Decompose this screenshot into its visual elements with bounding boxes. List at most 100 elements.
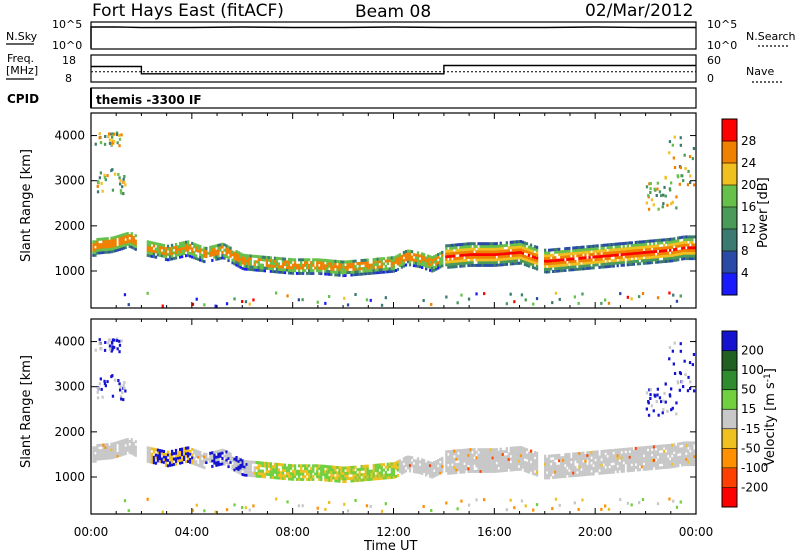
power-cell bbox=[96, 238, 99, 241]
velocity-cell bbox=[120, 453, 123, 457]
power-cell bbox=[529, 249, 533, 252]
velocity-cell bbox=[98, 342, 101, 346]
velocity-cell bbox=[447, 455, 450, 459]
velocity-cell bbox=[652, 453, 656, 457]
power-cell bbox=[665, 249, 668, 252]
power-cell bbox=[429, 268, 432, 272]
velocity-cell bbox=[483, 448, 486, 452]
power-cell bbox=[681, 235, 684, 239]
power-cell bbox=[108, 242, 111, 246]
velocity-cell bbox=[669, 465, 672, 469]
power-cell bbox=[281, 268, 285, 272]
power-cell bbox=[513, 259, 516, 263]
velocity-cell bbox=[594, 464, 597, 468]
power-cell bbox=[106, 237, 109, 241]
power-cell bbox=[205, 246, 208, 250]
power-cell bbox=[152, 244, 156, 248]
velocity-cell bbox=[683, 449, 686, 453]
velocity-cell bbox=[104, 448, 107, 452]
velocity-cell bbox=[455, 463, 458, 466]
power-cell bbox=[127, 303, 130, 307]
velocity-cell bbox=[574, 471, 577, 475]
power-cell bbox=[647, 194, 650, 197]
power-cell bbox=[114, 241, 117, 245]
velocity-cell bbox=[295, 472, 299, 476]
velocity-cell bbox=[642, 457, 646, 460]
power-cell bbox=[233, 254, 236, 258]
velocity-cell bbox=[525, 448, 529, 452]
power-cell bbox=[568, 257, 571, 261]
power-cell bbox=[404, 258, 408, 262]
velocity-cell bbox=[130, 451, 133, 455]
power-cell bbox=[634, 243, 637, 247]
velocity-cell bbox=[123, 499, 127, 503]
velocity-cell bbox=[437, 472, 440, 476]
velocity-cell bbox=[568, 466, 571, 470]
velocity-cell bbox=[499, 447, 502, 451]
velocity-cell bbox=[406, 460, 410, 464]
velocity-cell bbox=[548, 454, 551, 458]
power-cell bbox=[287, 257, 291, 261]
velocity-cell bbox=[525, 461, 529, 465]
colorbar-tick-label: 20 bbox=[741, 178, 756, 192]
velocity-cell bbox=[503, 455, 506, 459]
power-cell bbox=[477, 263, 480, 267]
power-cell bbox=[503, 263, 506, 266]
power-cell bbox=[548, 248, 551, 252]
velocity-cell bbox=[554, 475, 557, 479]
power-cell bbox=[134, 247, 137, 251]
power-cell bbox=[293, 266, 297, 270]
power-cell bbox=[293, 269, 297, 273]
power-cell bbox=[211, 248, 214, 251]
power-cell bbox=[628, 252, 631, 256]
power-cell bbox=[209, 248, 212, 252]
velocity-cell bbox=[390, 462, 393, 466]
power-cell bbox=[687, 235, 690, 239]
power-cell bbox=[475, 250, 478, 254]
power-cell bbox=[523, 260, 527, 264]
velocity-cell bbox=[104, 341, 107, 344]
freq-tick-right-top: 60 bbox=[707, 54, 721, 67]
power-cell bbox=[646, 250, 650, 254]
velocity-cell bbox=[293, 464, 297, 468]
velocity-cell bbox=[400, 471, 404, 475]
time-tick-label: 20:00 bbox=[578, 525, 613, 539]
velocity-cell bbox=[578, 470, 581, 474]
velocity-cell bbox=[648, 448, 652, 452]
power-cell bbox=[467, 261, 470, 265]
velocity-cell bbox=[671, 446, 674, 450]
velocity-cell bbox=[281, 463, 285, 467]
velocity-cell bbox=[608, 457, 611, 461]
velocity-cell bbox=[106, 451, 109, 455]
colorbar-tick-label: -15 bbox=[741, 422, 761, 436]
power-cell bbox=[689, 257, 692, 261]
velocity-cell bbox=[104, 443, 107, 447]
power-cell bbox=[560, 255, 563, 259]
power-cell bbox=[505, 243, 508, 247]
velocity-cell bbox=[346, 466, 349, 470]
velocity-cell bbox=[471, 456, 474, 460]
power-cell bbox=[312, 269, 315, 273]
velocity-cell bbox=[404, 461, 408, 465]
power-cell bbox=[604, 262, 607, 266]
power-cell bbox=[237, 256, 240, 260]
velocity-cell bbox=[154, 456, 158, 460]
power-cell bbox=[491, 263, 494, 267]
power-cell bbox=[459, 256, 462, 260]
power-cell bbox=[515, 248, 519, 252]
velocity-cell bbox=[620, 461, 623, 465]
power-cell bbox=[429, 255, 432, 259]
velocity-cell bbox=[179, 450, 182, 454]
velocity-cell bbox=[497, 464, 500, 468]
power-cell bbox=[501, 263, 504, 267]
velocity-cell bbox=[544, 468, 547, 472]
power-cell bbox=[316, 266, 319, 270]
velocity-cell bbox=[96, 444, 99, 447]
velocity-cell bbox=[604, 449, 607, 453]
power-cell bbox=[233, 262, 236, 266]
power-cell bbox=[535, 256, 539, 260]
velocity-cell bbox=[203, 460, 206, 464]
velocity-cell bbox=[640, 454, 644, 458]
velocity-cell bbox=[104, 456, 107, 460]
velocity-cell bbox=[663, 463, 666, 467]
